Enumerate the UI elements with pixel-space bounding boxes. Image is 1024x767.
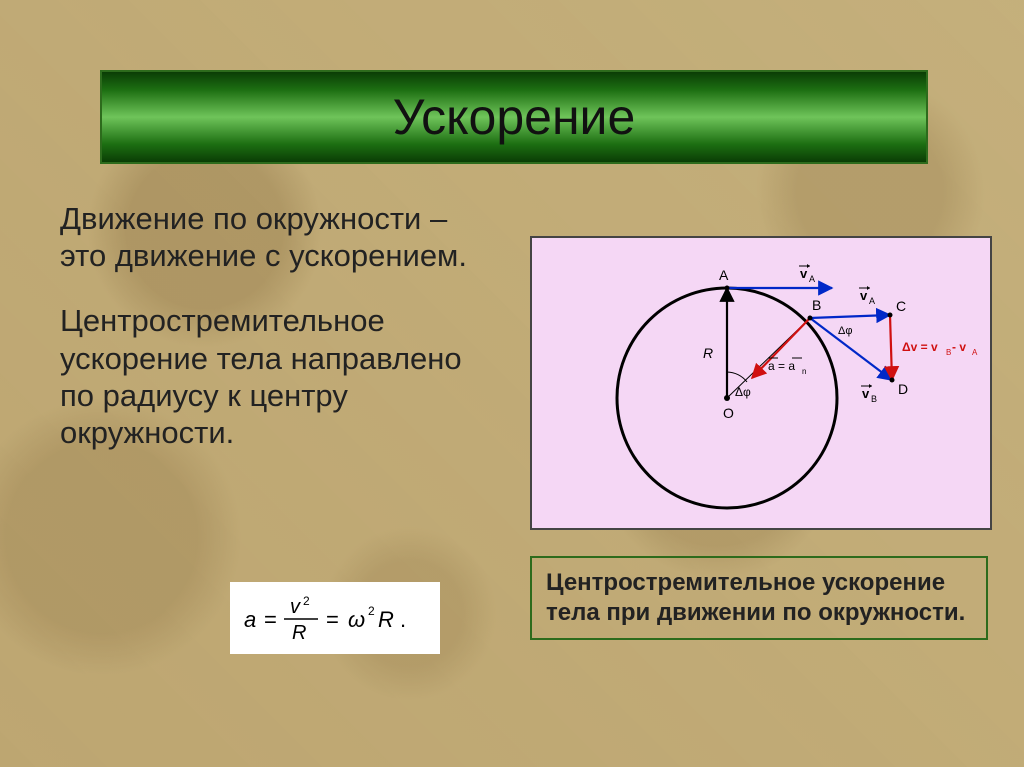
- svg-text:B: B: [871, 394, 877, 404]
- svg-text:A: A: [972, 348, 978, 357]
- svg-text:A: A: [809, 274, 815, 284]
- svg-text:a: a: [244, 607, 256, 632]
- svg-text:Δv = v: Δv = v: [902, 340, 938, 354]
- svg-text:2: 2: [303, 594, 310, 608]
- diagram-svg: ORΔφΔφABCDvAvAvBΔv = vB- vAa = an: [532, 238, 990, 528]
- title-bar: Ускорение: [100, 70, 928, 164]
- slide-title: Ускорение: [393, 88, 636, 146]
- svg-text:=: =: [326, 607, 339, 632]
- svg-text:2: 2: [368, 604, 375, 618]
- paragraph-2: Центростремительное ускорение тела напра…: [60, 302, 500, 451]
- diagram-box: ORΔφΔφABCDvAvAvBΔv = vB- vAa = an: [530, 236, 992, 530]
- svg-text:A: A: [719, 267, 729, 283]
- svg-text:.: .: [400, 607, 406, 632]
- svg-text:ω: ω: [348, 607, 365, 632]
- paragraph-1: Движение по окружности – это движение с …: [60, 200, 500, 274]
- svg-text:D: D: [898, 381, 908, 397]
- svg-text:Δφ: Δφ: [838, 325, 852, 337]
- svg-text:R: R: [703, 345, 713, 361]
- svg-text:A: A: [869, 296, 875, 306]
- slide: Ускорение Движение по окружности – это д…: [0, 0, 1024, 767]
- svg-text:C: C: [896, 298, 906, 314]
- svg-text:v: v: [860, 288, 868, 303]
- svg-text:R: R: [378, 607, 394, 632]
- svg-text:O: O: [723, 405, 734, 421]
- svg-text:v: v: [862, 386, 870, 401]
- svg-text:v: v: [800, 266, 808, 281]
- caption-box: Центростремительное ускорение тела при д…: [530, 556, 988, 640]
- body-text: Движение по окружности – это движение с …: [60, 200, 500, 479]
- svg-text:- v: - v: [952, 340, 966, 354]
- svg-text:=: =: [264, 607, 277, 632]
- svg-text:v: v: [290, 596, 301, 618]
- svg-text:B: B: [946, 348, 951, 357]
- svg-text:Δφ: Δφ: [735, 385, 751, 399]
- formula-svg: a = v 2 R = ω 2 R .: [240, 589, 430, 647]
- svg-text:R: R: [292, 622, 306, 644]
- svg-text:a = a: a = a: [768, 359, 795, 373]
- svg-text:n: n: [802, 367, 806, 376]
- formula-box: a = v 2 R = ω 2 R .: [230, 582, 440, 654]
- svg-text:B: B: [812, 297, 821, 313]
- caption-text: Центростремительное ускорение тела при д…: [546, 569, 965, 626]
